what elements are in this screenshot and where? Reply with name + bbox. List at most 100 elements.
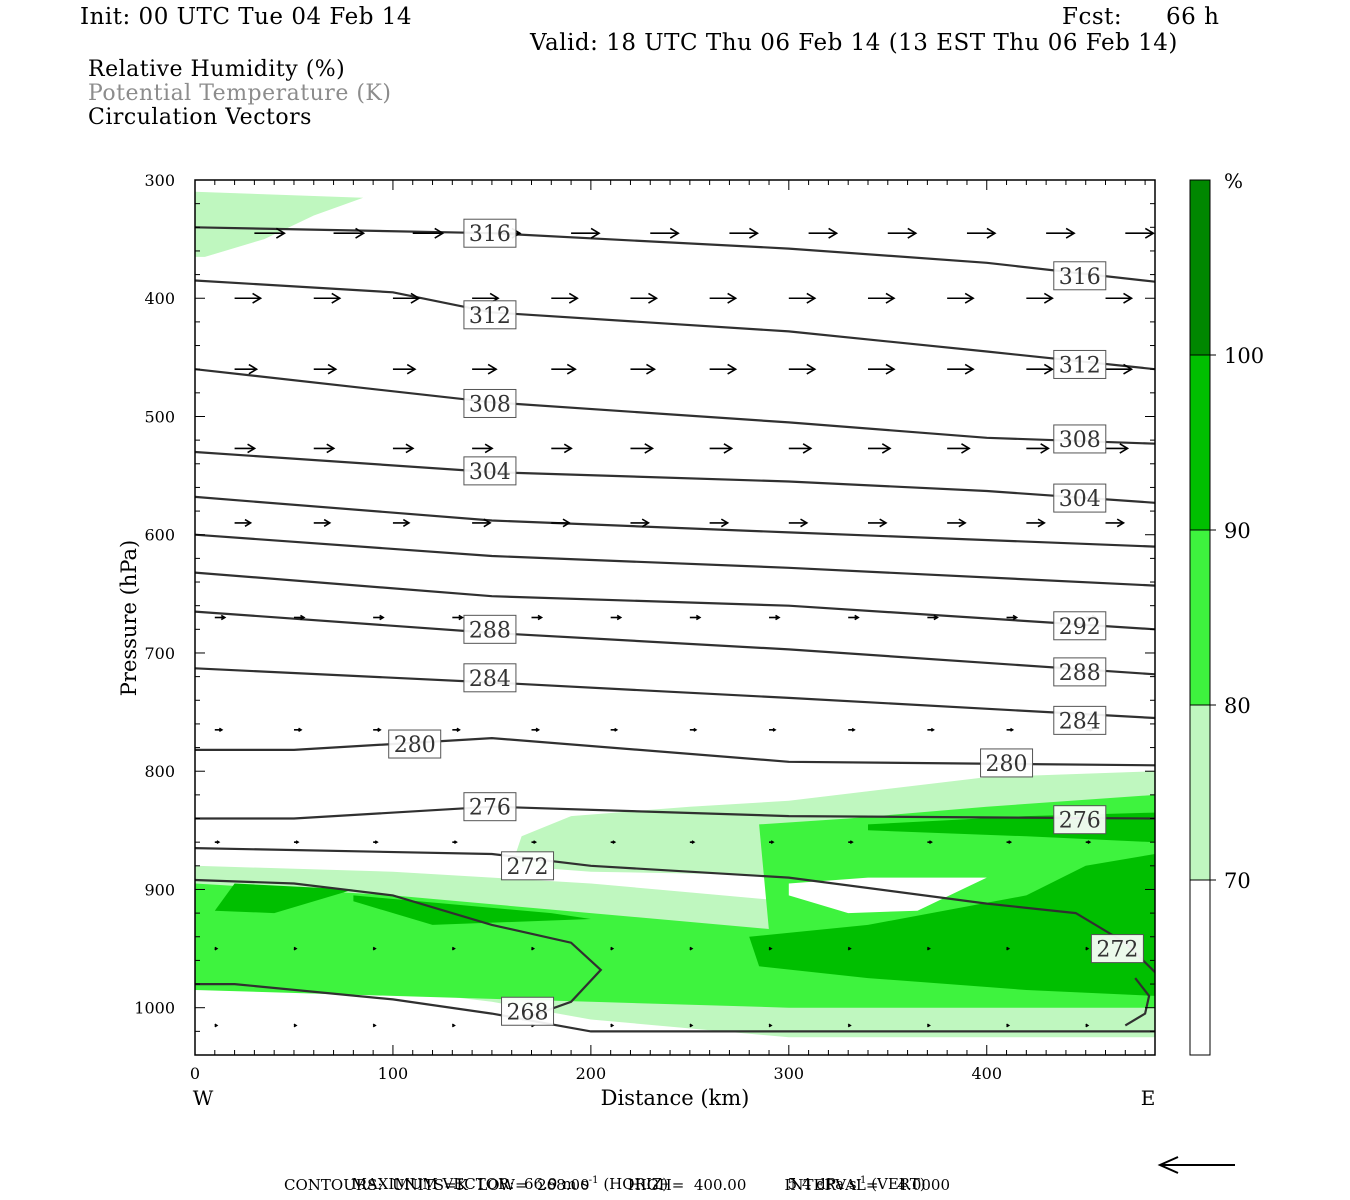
theta-label-288-10: 288 (1053, 657, 1107, 687)
vector-arrow-3-7 (788, 443, 813, 454)
vector-arrow-3-11 (1105, 443, 1130, 454)
vector-arrow-8-5 (610, 946, 615, 951)
vector-arrow-6-2 (373, 727, 382, 732)
west-label: W (193, 1086, 214, 1110)
max-vector-label: MAXIMUM VECTOR: (351, 1175, 515, 1193)
vector-arrow-1-5 (630, 292, 659, 304)
vector-arrow-9-0 (214, 1023, 219, 1028)
vector-arrow-6-6 (689, 727, 698, 732)
theta-label-text: 312 (1059, 353, 1101, 378)
vector-arrow-3-8 (867, 443, 892, 454)
vector-arrow-7-3 (452, 840, 458, 845)
vector-arrow-1-7 (788, 292, 817, 304)
vector-arrow-2-11 (1105, 363, 1134, 375)
vector-arrow-2-3 (472, 363, 498, 375)
theta-contour-288-7 (195, 610, 1155, 676)
vector-arrow-4-11 (1105, 518, 1126, 528)
vector-arrow-9-3 (451, 1023, 456, 1028)
vector-arrow-0-5 (650, 227, 680, 239)
theta-label-308-4: 308 (463, 388, 517, 418)
vector-arrow-9-2 (372, 1023, 377, 1028)
vector-arrow-0-6 (729, 227, 759, 239)
colorbar-band-2 (1190, 530, 1210, 705)
theta-label-304-6: 304 (463, 456, 517, 486)
colorbar-frame (1189, 179, 1211, 1056)
vector-arrow-4-3 (472, 518, 492, 528)
theta-contour-292-6 (195, 571, 1155, 631)
vector-arrow-6-1 (293, 727, 303, 732)
forecast-label: Fcst: (1062, 4, 1123, 30)
vector-arrow-4-4 (551, 518, 571, 528)
colorbar-label: 100 (1224, 344, 1264, 368)
theta-label-text: 284 (1059, 709, 1101, 734)
theta-contour-300-4 (195, 495, 1155, 548)
vector-arrow-6-5 (610, 727, 619, 732)
vector-arrow-7-0 (214, 840, 221, 845)
theta-contour-272-13 (195, 878, 603, 1021)
vector-arrow-5-10 (1006, 614, 1019, 621)
vector-arrow-6-10 (1006, 727, 1015, 732)
horiz-exponent: -1 (588, 1175, 599, 1186)
vector-arrow-5-5 (610, 614, 623, 621)
vector-arrow-1-11 (1105, 292, 1134, 304)
vector-arrow-0-4 (571, 227, 601, 239)
vector-arrow-7-8 (848, 840, 854, 845)
vector-arrow-9-9 (926, 1023, 931, 1028)
colorbar-unit: % (1224, 169, 1243, 193)
theta-label-272-17: 272 (501, 851, 555, 881)
theta-label-text: 276 (1059, 809, 1101, 834)
vector-arrow-5-1 (293, 614, 306, 621)
vector-arrow-1-0 (234, 292, 263, 304)
rh-region-90-8 (214, 883, 354, 914)
vector-arrow-2-5 (630, 363, 657, 375)
vector-arrow-6-9 (927, 727, 935, 732)
theta-label-312-3: 312 (1053, 349, 1107, 379)
vector-arrow-0-9 (966, 227, 997, 239)
y-tick-label: 300 (144, 171, 175, 190)
vector-arrow-2-9 (947, 363, 975, 375)
theta-label-308-5: 308 (1053, 424, 1107, 454)
theta-label-312-2: 312 (463, 300, 517, 330)
theta-contour-280-9 (195, 736, 1155, 767)
y-tick-label: 400 (144, 289, 175, 308)
rh-region-90-5 (353, 895, 591, 925)
vector-arrow-2-1 (313, 363, 338, 375)
y-tick-label: 600 (144, 526, 175, 545)
theta-label-text: 308 (469, 392, 511, 417)
field-theta-label: Potential Temperature (K) (88, 81, 392, 106)
reference-vector-arrow (1157, 1156, 1235, 1174)
max-vector-line: MAXIMUM VECTOR: 66.9 m s-1 (HORIZ) (342, 1157, 669, 1193)
forecast-hour: 66 h (1166, 4, 1220, 30)
theta-label-text: 288 (469, 618, 511, 643)
vert-exponent: -1 (856, 1175, 867, 1186)
vector-arrow-3-6 (709, 443, 734, 454)
vector-arrow-3-3 (472, 443, 494, 454)
rh-region-90-6 (749, 854, 1155, 996)
theta-label-text: 312 (469, 304, 511, 329)
vector-arrow-6-7 (769, 727, 777, 732)
theta-contour-labels: 316 316 312 312 308 308 304 304 292 288 288 284 284 2… (388, 218, 1144, 1026)
vector-arrow-4-1 (313, 518, 332, 527)
vector-arrow-7-1 (293, 840, 300, 845)
theta-label-304-7: 304 (1053, 483, 1107, 513)
vector-arrow-8-6 (689, 946, 694, 951)
rh-shading (195, 191, 1155, 1038)
vector-arrow-2-8 (867, 363, 896, 375)
theta-label-text: 316 (469, 222, 511, 247)
colorbar-band-0 (1190, 880, 1210, 1055)
vector-arrow-7-6 (689, 840, 696, 845)
vector-arrow-1-1 (313, 292, 342, 304)
vector-arrow-5-2 (373, 614, 385, 621)
circulation-vectors (214, 227, 1155, 1028)
theta-label-316-0: 316 (463, 218, 517, 248)
colorbar-label: 80 (1224, 694, 1251, 718)
theta-label-292-8: 292 (1053, 611, 1107, 641)
vector-arrow-9-8 (847, 1023, 852, 1028)
vector-arrow-5-9 (927, 614, 939, 621)
vector-arrow-7-5 (610, 840, 617, 845)
x-tick-label: 400 (971, 1064, 1002, 1083)
vert-max-value: 5.4 dPa s (787, 1175, 857, 1193)
theta-label-text: 284 (469, 667, 511, 692)
vector-arrow-0-11 (1125, 227, 1155, 239)
theta-label-276-16: 276 (1053, 805, 1107, 835)
